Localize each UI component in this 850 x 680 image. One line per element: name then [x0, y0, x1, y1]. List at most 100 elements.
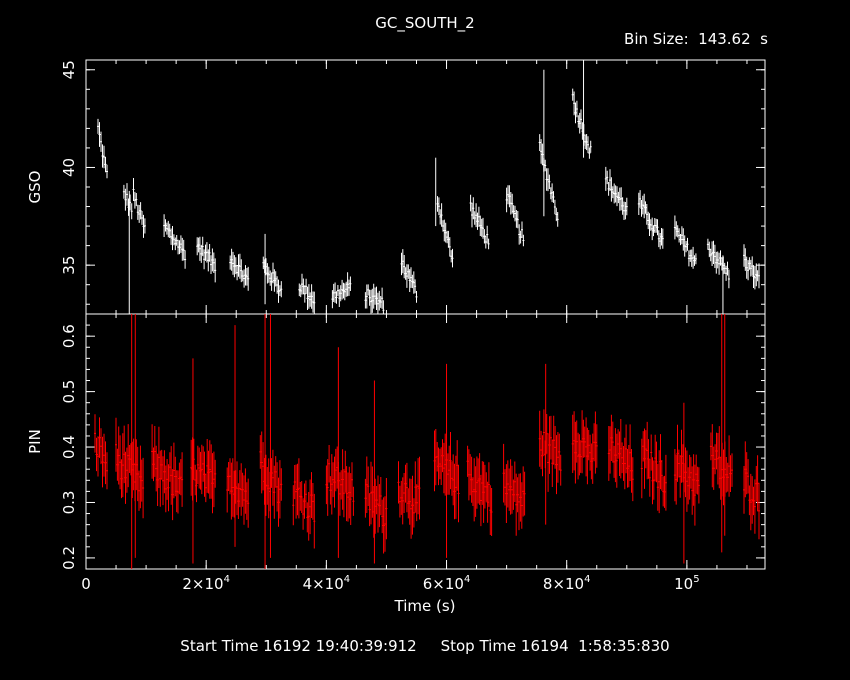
series-gso-segment: [673, 215, 697, 269]
x-tick-label: 6×104: [423, 574, 471, 593]
error-bars: [743, 244, 760, 290]
error-bars: [466, 445, 493, 536]
error-bars: [122, 183, 133, 220]
series-pin-segment: [502, 443, 526, 536]
series-pin-segment: [397, 456, 421, 539]
error-bars: [364, 283, 385, 314]
error-bars: [673, 424, 700, 526]
series-gso-segment: [97, 118, 108, 179]
error-bars: [94, 414, 108, 490]
y-tick-label: 0.5: [60, 380, 78, 404]
y-tick-label: 0.4: [60, 435, 78, 459]
series-gso-segment: [331, 272, 352, 309]
series-gso-segment: [637, 190, 664, 250]
series-gso-segment: [122, 183, 133, 220]
bin-size-label: Bin Size: 143.62 s: [624, 30, 768, 48]
series-gso-segment: [538, 134, 559, 227]
series-pin-segment: [115, 417, 145, 519]
y-tick-label: 0.6: [60, 324, 78, 348]
series-pin-segment: [571, 410, 598, 485]
panel-frame-gso: [85, 59, 766, 315]
series-gso-segment: [571, 88, 592, 159]
error-bars: [400, 249, 418, 303]
y-axis-label-pin: PIN: [26, 429, 44, 454]
x-tick-label: 4×104: [303, 574, 351, 593]
panel-frame-pin: [85, 313, 766, 570]
series-gso-segment: [469, 194, 490, 250]
error-bars: [190, 437, 217, 514]
series-gso-segment: [163, 214, 187, 269]
error-bars: [331, 272, 352, 309]
tick-labels: 35 40 45 GSO 0.2 0.3 0.4 0.5 0.6 PIN 0 2×104 4×104 6×…: [26, 60, 700, 593]
series-pin-segment: [607, 414, 634, 502]
error-bars: [132, 178, 146, 238]
series-pin-segment: [190, 437, 217, 514]
y-tick-label: 45: [60, 60, 78, 79]
series-gso-segment: [505, 185, 525, 247]
y-axis-label-gso: GSO: [26, 171, 44, 204]
x-tick-label: 105: [674, 574, 699, 593]
series-gso-segment: [298, 273, 316, 314]
error-bars: [571, 410, 598, 485]
error-bars: [115, 417, 145, 519]
series-gso-segment: [132, 178, 146, 238]
error-bars: [469, 194, 490, 250]
error-bars: [97, 118, 108, 179]
series-pin-segment: [433, 429, 460, 523]
error-bars: [397, 456, 421, 539]
series-pin-segment: [538, 409, 562, 495]
chart-title: GC_SOUTH_2: [375, 14, 475, 32]
x-tick-label: 2×104: [182, 574, 230, 593]
error-bars: [229, 248, 250, 291]
series-pin-segment: [325, 445, 355, 525]
series-pin-segment: [743, 441, 760, 540]
error-bars: [364, 456, 388, 554]
error-bars: [292, 458, 316, 549]
error-bars: [538, 409, 562, 495]
error-bars: [743, 441, 760, 540]
series-gso-segment: [706, 238, 730, 289]
error-bars: [637, 190, 664, 250]
error-bars: [163, 214, 187, 269]
series-gso-segment: [364, 283, 385, 314]
error-bars: [673, 215, 697, 269]
error-bars: [298, 273, 316, 314]
error-bars: [151, 424, 184, 521]
error-bars: [325, 445, 355, 525]
error-bars: [226, 458, 250, 528]
series-pin-segment: [292, 458, 316, 549]
series-gso-segment: [604, 166, 628, 220]
series-pin-segment: [226, 458, 250, 528]
series-pin-segment: [466, 445, 493, 536]
error-bars: [607, 414, 634, 502]
y-tick-label: 0.2: [60, 546, 78, 570]
error-bars: [502, 443, 526, 536]
series-gso-segment: [196, 236, 217, 283]
series-pin-segment: [94, 414, 108, 490]
data-marks: [94, 60, 760, 569]
x-tick-label: 8×104: [543, 574, 591, 593]
error-bars: [538, 134, 559, 227]
series-pin-segment: [640, 421, 667, 514]
series-pin-segment: [151, 424, 184, 521]
time-range-footer: Start Time 16192 19:40:39:912 Stop Time …: [0, 637, 850, 655]
stop-time-label: Stop Time 16194 1:58:35:830: [440, 637, 670, 655]
error-bars: [505, 185, 525, 247]
series-pin-segment: [673, 424, 700, 526]
error-bars: [196, 236, 217, 283]
x-tick-label: 0: [81, 575, 91, 593]
y-tick-label: 35: [60, 256, 78, 275]
error-bars: [604, 166, 628, 220]
error-bars: [433, 429, 460, 523]
error-bars: [640, 421, 667, 514]
series-gso-segment: [400, 249, 418, 303]
error-bars: [571, 88, 592, 159]
series-gso-segment: [229, 248, 250, 291]
series-gso-segment: [436, 196, 454, 268]
error-bars: [436, 196, 454, 268]
series-pin-segment: [364, 456, 388, 554]
axis-ticks: [85, 60, 765, 569]
error-bars: [706, 238, 730, 289]
series-gso-segment: [743, 244, 760, 290]
